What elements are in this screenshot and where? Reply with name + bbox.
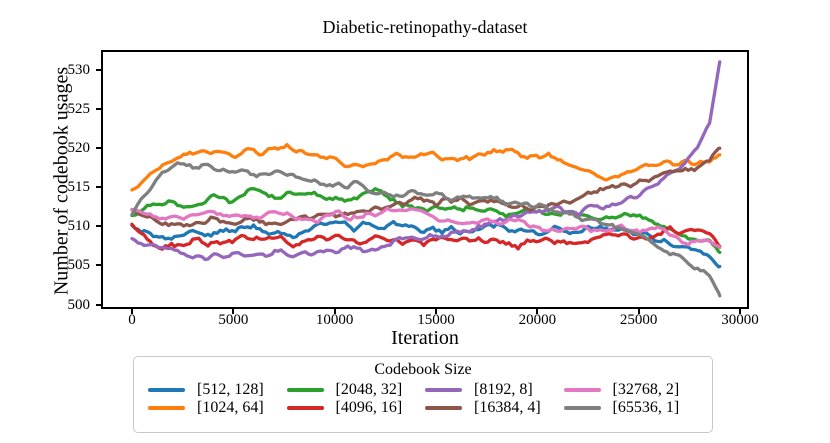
legend-label: [65536, 1] — [612, 399, 680, 416]
legend-title: Codebook Size — [374, 361, 472, 378]
legend-swatch-icon — [563, 388, 601, 392]
series-line-16384-4 — [130, 146, 722, 228]
series-line-2048-32 — [130, 186, 722, 254]
series-line-65536-1 — [130, 161, 722, 298]
y-tick-label: 525 — [67, 100, 91, 117]
series-line-4096-16 — [130, 222, 722, 251]
legend-label: [4096, 16] — [335, 399, 403, 416]
x-tick-mark — [637, 309, 640, 314]
legend-item: [1024, 64] — [146, 399, 285, 417]
series-line-1024-64 — [130, 142, 722, 192]
x-tick-label: 0 — [128, 312, 136, 328]
legend: Codebook Size [512, 128] [1024, 64] [2048,… — [133, 356, 713, 433]
y-tick-label: 505 — [67, 257, 91, 274]
legend-item: [32768, 2] — [562, 381, 701, 399]
x-tick-mark — [232, 309, 235, 314]
legend-item: [4096, 16] — [285, 399, 424, 417]
legend-label: [2048, 32] — [335, 381, 403, 398]
x-tick-mark — [333, 309, 336, 314]
legend-swatch-icon — [148, 406, 185, 410]
legend-label: [32768, 2] — [612, 381, 680, 398]
y-tick-label: 510 — [67, 218, 91, 235]
x-tick-mark — [536, 309, 539, 314]
x-tick-label: 20000 — [518, 312, 557, 328]
x-tick-label: 10000 — [315, 312, 354, 328]
y-tick-mark — [96, 68, 101, 71]
y-tick-mark — [96, 146, 101, 149]
legend-swatch-icon — [425, 406, 462, 410]
legend-grid: [512, 128] [1024, 64] [2048, 32] [4096, 16]… — [146, 381, 700, 417]
legend-item: [16384, 4] — [423, 399, 562, 417]
legend-swatch-icon — [425, 388, 462, 392]
plot-area — [101, 50, 749, 309]
legend-item: [8192, 8] — [423, 381, 562, 399]
x-tick-mark — [130, 309, 133, 314]
y-tick-label: 530 — [67, 61, 91, 78]
series-line-8192-8 — [130, 60, 722, 262]
x-tick-label: 30000 — [721, 312, 759, 328]
plot-canvas — [130, 60, 722, 298]
y-tick-label: 515 — [67, 179, 91, 196]
x-tick-mark — [739, 309, 741, 314]
legend-item: [65536, 1] — [562, 399, 701, 417]
legend-label: [8192, 8] — [474, 381, 533, 398]
legend-swatch-icon — [286, 388, 324, 392]
y-tick-mark — [96, 225, 101, 228]
legend-item: [2048, 32] — [285, 381, 424, 399]
x-axis-label: Iteration — [391, 327, 459, 349]
x-tick-label: 15000 — [417, 312, 455, 328]
y-tick-label: 500 — [67, 296, 91, 313]
legend-swatch-icon — [563, 406, 601, 410]
legend-label: [1024, 64] — [197, 399, 264, 416]
y-tick-mark — [96, 186, 101, 189]
x-tick-label: 25000 — [619, 312, 658, 328]
y-tick-label: 520 — [67, 139, 91, 156]
x-tick-mark — [434, 309, 437, 314]
legend-label: [16384, 4] — [474, 399, 541, 416]
legend-item: [512, 128] — [146, 381, 285, 399]
legend-label: [512, 128] — [197, 381, 264, 398]
legend-swatch-icon — [148, 388, 185, 392]
y-tick-mark — [96, 264, 101, 267]
chart-title: Diabetic-retinopathy-dataset — [322, 17, 528, 37]
series-line-32768-2 — [130, 206, 722, 250]
x-tick-label: 5000 — [218, 312, 249, 328]
y-tick-mark — [96, 303, 101, 306]
legend-swatch-icon — [286, 406, 324, 410]
y-tick-mark — [96, 107, 101, 110]
